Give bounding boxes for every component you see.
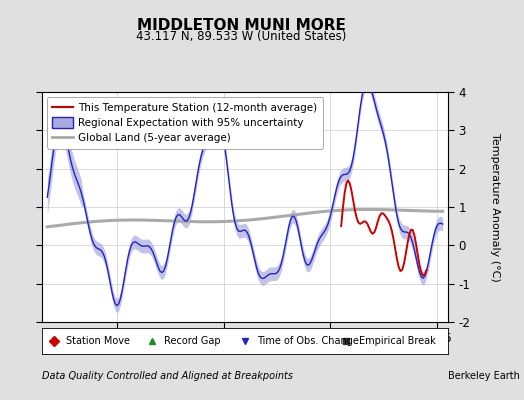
Legend: This Temperature Station (12-month average), Regional Expectation with 95% uncer: This Temperature Station (12-month avera…: [47, 97, 323, 148]
Text: MIDDLETON MUNI MORE: MIDDLETON MUNI MORE: [137, 18, 345, 33]
Text: Record Gap: Record Gap: [163, 336, 221, 346]
Text: Station Move: Station Move: [66, 336, 130, 346]
Text: Berkeley Earth: Berkeley Earth: [448, 371, 520, 381]
Text: Data Quality Controlled and Aligned at Breakpoints: Data Quality Controlled and Aligned at B…: [42, 371, 293, 381]
Text: Empirical Break: Empirical Break: [358, 336, 435, 346]
Text: 43.117 N, 89.533 W (United States): 43.117 N, 89.533 W (United States): [136, 30, 346, 43]
Text: Time of Obs. Change: Time of Obs. Change: [257, 336, 359, 346]
Y-axis label: Temperature Anomaly (°C): Temperature Anomaly (°C): [490, 133, 500, 281]
